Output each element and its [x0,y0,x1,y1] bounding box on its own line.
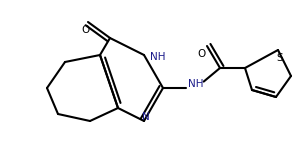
Text: NH: NH [188,79,204,89]
Text: S: S [277,53,283,63]
Text: O: O [198,49,206,59]
Text: O: O [81,25,89,35]
Text: N: N [142,112,150,122]
Text: NH: NH [150,52,166,62]
